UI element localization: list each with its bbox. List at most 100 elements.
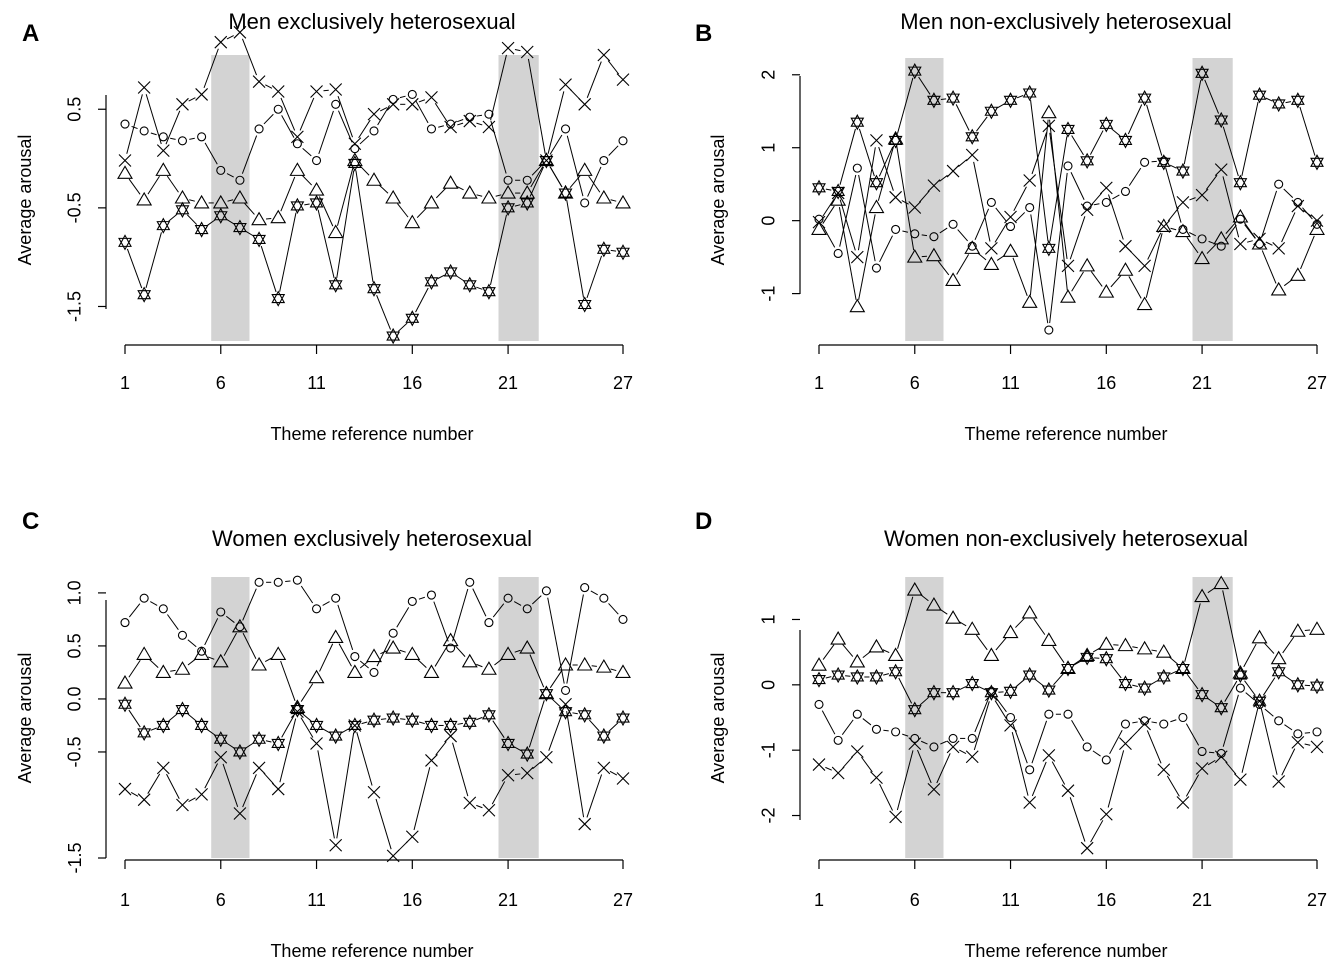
series-line-segment bbox=[413, 767, 431, 831]
star-point bbox=[1290, 92, 1305, 109]
circle-point bbox=[120, 119, 130, 129]
series-line-segment bbox=[1204, 79, 1220, 114]
series-line-segment bbox=[227, 199, 234, 202]
cross-point bbox=[463, 796, 477, 810]
y-tick-label: 0 bbox=[759, 680, 779, 690]
star-point bbox=[812, 671, 826, 688]
x-tick-label: 21 bbox=[498, 373, 518, 393]
star-point bbox=[137, 286, 152, 303]
circle-point bbox=[967, 733, 977, 743]
triangle-point bbox=[155, 162, 172, 176]
triangle-point bbox=[849, 298, 866, 313]
series-line-segment bbox=[1147, 232, 1162, 260]
circle-point bbox=[948, 733, 958, 743]
series-line-segment bbox=[170, 137, 176, 140]
triangle-point bbox=[117, 165, 133, 179]
circle-point bbox=[1101, 197, 1111, 207]
star-point bbox=[462, 714, 477, 731]
star-point bbox=[596, 241, 611, 258]
cross-point bbox=[1061, 259, 1075, 273]
series-line-segment bbox=[994, 222, 1008, 243]
series-line-segment bbox=[610, 668, 617, 672]
star-point bbox=[271, 735, 286, 752]
triangle-point bbox=[270, 209, 287, 224]
series-line-segment bbox=[435, 187, 447, 199]
triangle-point bbox=[136, 191, 153, 206]
series-line-segment bbox=[281, 715, 295, 738]
triangle-point bbox=[270, 646, 287, 660]
triangle-point bbox=[1251, 629, 1268, 644]
triangle-point bbox=[1232, 208, 1249, 223]
series-line-segment bbox=[1129, 250, 1141, 262]
circle-point bbox=[833, 735, 843, 745]
cross-point bbox=[889, 190, 903, 204]
triangle-point bbox=[385, 639, 402, 654]
series-line-segment bbox=[1111, 128, 1121, 137]
y-axis-label: Average arousal bbox=[15, 653, 35, 784]
series-line-segment bbox=[995, 207, 1007, 222]
series-line-segment bbox=[940, 740, 947, 745]
series-line-segment bbox=[610, 249, 617, 252]
series-line-segment bbox=[263, 113, 274, 125]
circle-point bbox=[426, 590, 437, 600]
triangle-point bbox=[289, 699, 306, 713]
circle-point bbox=[1274, 179, 1284, 189]
series-line-segment bbox=[1222, 694, 1239, 747]
triangle-point bbox=[251, 656, 268, 671]
series-line-segment bbox=[821, 710, 836, 735]
cross-point bbox=[271, 85, 285, 98]
circle-point bbox=[560, 685, 571, 696]
star-point bbox=[443, 717, 458, 734]
series-line-segment bbox=[1224, 680, 1238, 702]
star-point bbox=[501, 199, 516, 217]
y-tick-label: -0.5 bbox=[65, 192, 85, 223]
series-line-segment bbox=[1150, 680, 1158, 686]
series-line-segment bbox=[1015, 212, 1026, 222]
circle-point bbox=[1025, 202, 1035, 213]
triangle-point bbox=[1002, 624, 1019, 639]
series-line-segment bbox=[974, 208, 990, 240]
series-line-segment bbox=[586, 774, 603, 818]
series-line-segment bbox=[433, 601, 449, 642]
triangle-point bbox=[231, 189, 248, 204]
star-point bbox=[347, 155, 362, 172]
cross-point bbox=[1253, 232, 1266, 246]
cross-point bbox=[501, 768, 515, 782]
circle-point bbox=[541, 586, 551, 596]
x-axis-label: Theme reference number bbox=[270, 941, 473, 961]
series-line-segment bbox=[1300, 235, 1315, 270]
series-line-segment bbox=[304, 203, 310, 206]
star-point bbox=[1214, 699, 1229, 716]
series-line-segment bbox=[858, 214, 876, 300]
series-line-segment bbox=[1165, 167, 1182, 223]
triangle-point bbox=[1060, 289, 1076, 303]
series-line-segment bbox=[492, 603, 505, 618]
cross-point bbox=[870, 134, 883, 147]
star-point bbox=[1310, 677, 1324, 695]
series-line-segment bbox=[1151, 721, 1157, 724]
panel-letter: B bbox=[695, 20, 712, 47]
series-line-segment bbox=[1225, 221, 1237, 234]
series-line-segment bbox=[1031, 132, 1048, 175]
circle-point bbox=[158, 132, 168, 142]
circle-point bbox=[177, 630, 188, 640]
series-line-segment bbox=[147, 773, 161, 794]
series-line-segment bbox=[359, 135, 370, 145]
star-point bbox=[1041, 681, 1056, 699]
triangle-point bbox=[887, 647, 904, 661]
series-line-segment bbox=[1015, 617, 1026, 628]
series-line-segment bbox=[128, 709, 141, 728]
circle-point bbox=[1025, 765, 1035, 775]
series-line-segment bbox=[566, 135, 584, 197]
series-line-segment bbox=[978, 686, 986, 691]
triangle-point bbox=[830, 630, 847, 645]
circle-point bbox=[1063, 709, 1073, 719]
series-line-segment bbox=[958, 159, 968, 167]
circle-point bbox=[369, 126, 379, 136]
star-point bbox=[1195, 686, 1210, 703]
triangle-point bbox=[1174, 223, 1191, 238]
star-point bbox=[443, 263, 458, 281]
cross-point bbox=[616, 73, 630, 87]
triangle-point bbox=[231, 618, 248, 633]
series-line-segment bbox=[260, 245, 277, 293]
